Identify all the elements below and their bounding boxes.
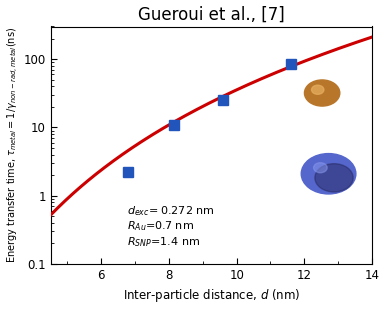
Text: $d_{exc}$= 0.272 nm
$R_{Au}$=0.7 nm
$R_{SNP}$=1.4 nm: $d_{exc}$= 0.272 nm $R_{Au}$=0.7 nm $R_{… xyxy=(127,204,214,249)
X-axis label: Inter-particle distance, $d$ (nm): Inter-particle distance, $d$ (nm) xyxy=(122,287,300,304)
Y-axis label: Energy transfer time, $\tau_{metal}=1/\gamma_{non-rad,metal}$(ns): Energy transfer time, $\tau_{metal}=1/\g… xyxy=(5,27,21,263)
Title: Gueroui et al., [7]: Gueroui et al., [7] xyxy=(138,6,285,24)
